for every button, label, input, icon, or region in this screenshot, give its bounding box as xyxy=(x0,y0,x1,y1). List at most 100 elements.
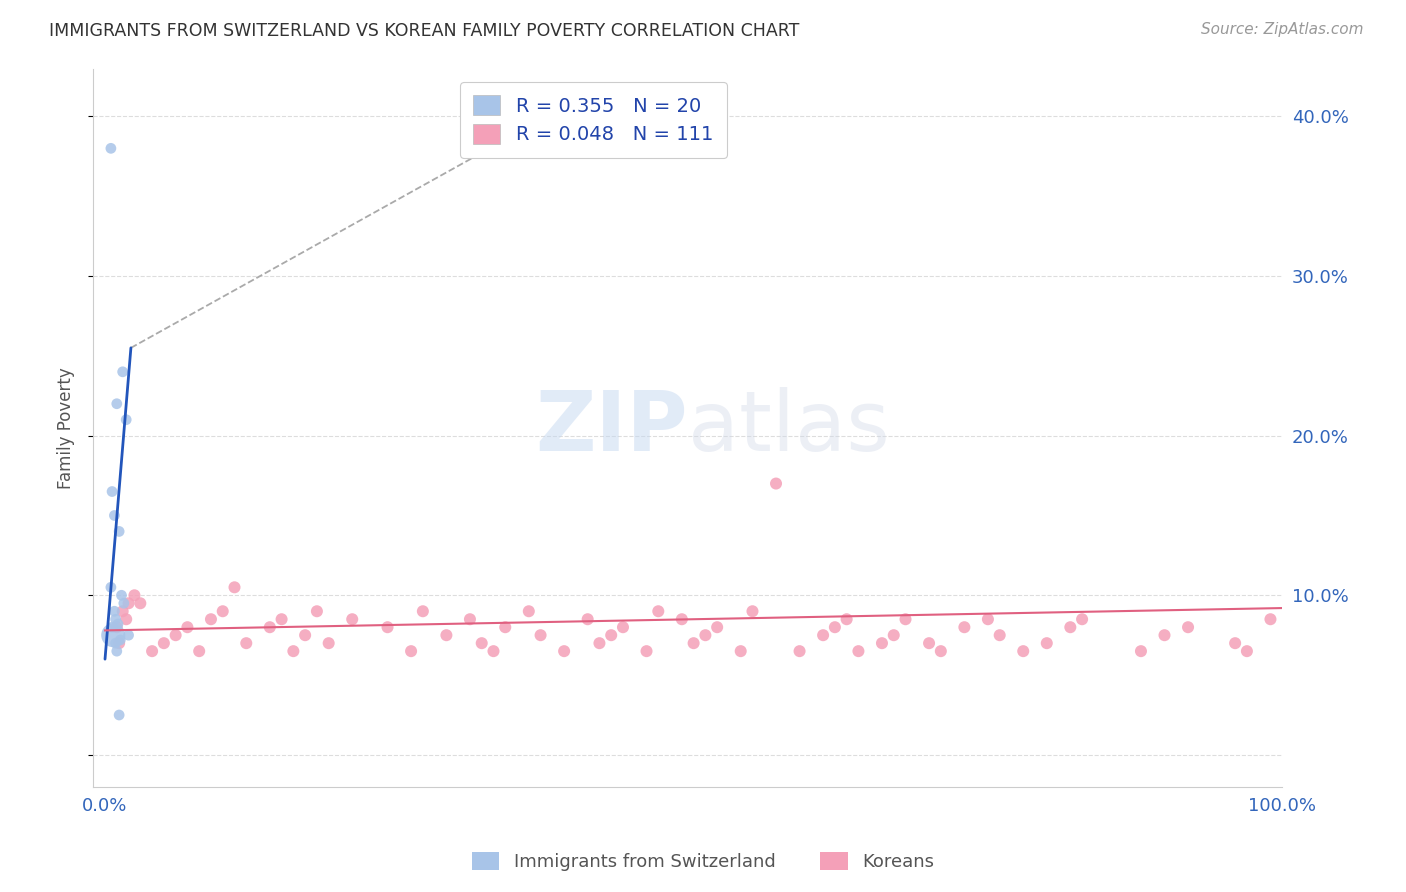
Legend: Immigrants from Switzerland, Koreans: Immigrants from Switzerland, Koreans xyxy=(465,846,941,879)
Point xyxy=(848,644,870,658)
Point xyxy=(588,636,610,650)
Point xyxy=(1036,636,1059,650)
Point xyxy=(104,636,127,650)
Point xyxy=(811,628,834,642)
Point xyxy=(517,604,540,618)
Point xyxy=(636,644,658,658)
Point xyxy=(1365,644,1388,658)
Point xyxy=(124,588,146,602)
Point xyxy=(1153,628,1175,642)
Point xyxy=(529,628,551,642)
Point xyxy=(117,628,139,642)
Point xyxy=(101,620,124,634)
Point xyxy=(141,644,163,658)
Point xyxy=(600,628,623,642)
Y-axis label: Family Poverty: Family Poverty xyxy=(58,367,75,489)
Point xyxy=(305,604,328,618)
Point xyxy=(894,612,917,626)
Point xyxy=(108,636,131,650)
Point xyxy=(883,628,905,642)
Point xyxy=(200,612,222,626)
Point xyxy=(111,604,134,618)
Point xyxy=(105,620,128,634)
Point xyxy=(318,636,340,650)
Point xyxy=(553,644,575,658)
Point xyxy=(377,620,399,634)
Text: atlas: atlas xyxy=(688,387,890,468)
Legend: R = 0.355   N = 20, R = 0.048   N = 111: R = 0.355 N = 20, R = 0.048 N = 111 xyxy=(460,82,727,158)
Point xyxy=(112,596,135,610)
Point xyxy=(270,612,292,626)
Point xyxy=(953,620,976,634)
Point xyxy=(103,508,125,523)
Point xyxy=(1223,636,1246,650)
Point xyxy=(824,620,846,634)
Point xyxy=(105,397,128,411)
Point xyxy=(100,141,122,155)
Point xyxy=(835,612,858,626)
Point xyxy=(165,628,187,642)
Point xyxy=(647,604,669,618)
Point xyxy=(1059,620,1081,634)
Point xyxy=(682,636,704,650)
Point xyxy=(117,596,139,610)
Point xyxy=(153,636,176,650)
Point xyxy=(576,612,599,626)
Point xyxy=(342,612,364,626)
Point xyxy=(1177,620,1199,634)
Point xyxy=(103,628,125,642)
Point xyxy=(176,620,198,634)
Point xyxy=(1071,612,1094,626)
Text: IMMIGRANTS FROM SWITZERLAND VS KOREAN FAMILY POVERTY CORRELATION CHART: IMMIGRANTS FROM SWITZERLAND VS KOREAN FA… xyxy=(49,22,800,40)
Point xyxy=(104,612,127,626)
Point xyxy=(929,644,952,658)
Point xyxy=(100,580,122,594)
Point xyxy=(283,644,305,658)
Point xyxy=(434,628,457,642)
Point xyxy=(1129,644,1152,658)
Point xyxy=(103,604,125,618)
Point xyxy=(259,620,281,634)
Point xyxy=(706,620,728,634)
Point xyxy=(671,612,693,626)
Point xyxy=(695,628,717,642)
Point xyxy=(108,524,131,539)
Point xyxy=(101,484,124,499)
Point xyxy=(235,636,257,650)
Point xyxy=(1012,644,1035,658)
Point xyxy=(107,617,129,632)
Point xyxy=(115,612,138,626)
Point xyxy=(110,588,132,602)
Point xyxy=(741,604,763,618)
Point xyxy=(294,628,316,642)
Point xyxy=(730,644,752,658)
Point xyxy=(988,628,1011,642)
Point xyxy=(458,612,481,626)
Point xyxy=(765,476,787,491)
Point xyxy=(108,708,131,723)
Point xyxy=(1330,620,1353,634)
Point xyxy=(1295,628,1317,642)
Point xyxy=(1236,644,1258,658)
Point xyxy=(1260,612,1282,626)
Point xyxy=(918,636,941,650)
Point xyxy=(412,604,434,618)
Point xyxy=(789,644,811,658)
Point xyxy=(612,620,634,634)
Point xyxy=(188,644,211,658)
Text: ZIP: ZIP xyxy=(536,387,688,468)
Point xyxy=(105,644,128,658)
Point xyxy=(494,620,516,634)
Point xyxy=(211,604,233,618)
Point xyxy=(977,612,1000,626)
Point xyxy=(110,632,132,647)
Point xyxy=(399,644,422,658)
Point xyxy=(1389,636,1406,650)
Point xyxy=(870,636,893,650)
Point xyxy=(111,365,134,379)
Point xyxy=(224,580,246,594)
Point xyxy=(115,413,138,427)
Point xyxy=(482,644,505,658)
Point xyxy=(129,596,152,610)
Point xyxy=(471,636,494,650)
